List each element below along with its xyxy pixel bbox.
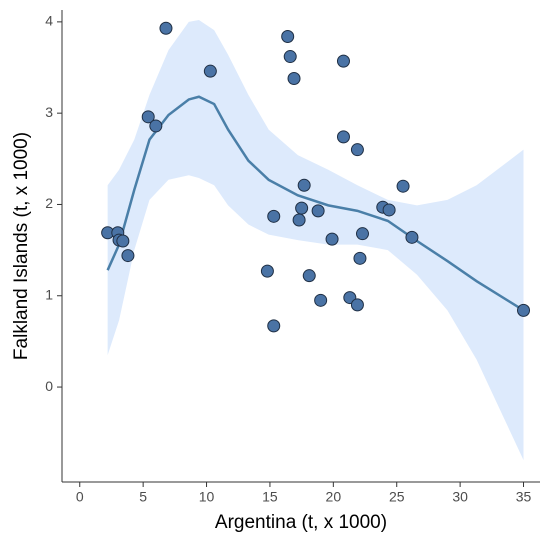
x-tick-label: 5 xyxy=(139,489,147,505)
point xyxy=(314,293,328,307)
point xyxy=(382,203,396,217)
point xyxy=(267,209,281,223)
point xyxy=(297,178,311,192)
point xyxy=(325,232,339,246)
point xyxy=(281,29,295,43)
x-tick-label: 20 xyxy=(326,489,342,505)
point xyxy=(159,21,173,35)
point xyxy=(517,303,531,317)
y-tick-label: 2 xyxy=(45,195,53,211)
point xyxy=(292,213,306,227)
point xyxy=(283,50,297,64)
confidence-band xyxy=(107,20,524,461)
x-tick-label: 15 xyxy=(262,489,278,505)
point xyxy=(353,251,367,265)
y-tick-label: 4 xyxy=(45,13,53,29)
point xyxy=(355,227,369,241)
y-tick-label: 3 xyxy=(45,104,53,120)
x-tick-label: 10 xyxy=(199,489,215,505)
y-tick-label: 0 xyxy=(45,378,53,394)
point xyxy=(267,319,281,333)
x-tick-label: 35 xyxy=(516,489,532,505)
point xyxy=(302,269,316,283)
point xyxy=(396,179,410,193)
point xyxy=(287,71,301,85)
point xyxy=(295,201,309,215)
point xyxy=(149,119,163,133)
x-tick-label: 25 xyxy=(389,489,405,505)
x-axis-title: Argentina (t, x 1000) xyxy=(215,512,387,533)
x-tick-label: 30 xyxy=(452,489,468,505)
point xyxy=(121,249,135,263)
y-axis-title: Falkland Islands (t, x 1000) xyxy=(11,132,32,360)
point xyxy=(405,230,419,244)
point xyxy=(311,204,325,218)
point xyxy=(350,298,364,312)
point xyxy=(350,143,364,157)
point xyxy=(260,264,274,278)
point xyxy=(336,130,350,144)
point xyxy=(336,54,350,68)
point xyxy=(203,64,217,78)
y-tick-label: 1 xyxy=(45,286,53,302)
point xyxy=(116,234,130,248)
point xyxy=(141,110,155,124)
x-tick-label: 0 xyxy=(76,489,84,505)
